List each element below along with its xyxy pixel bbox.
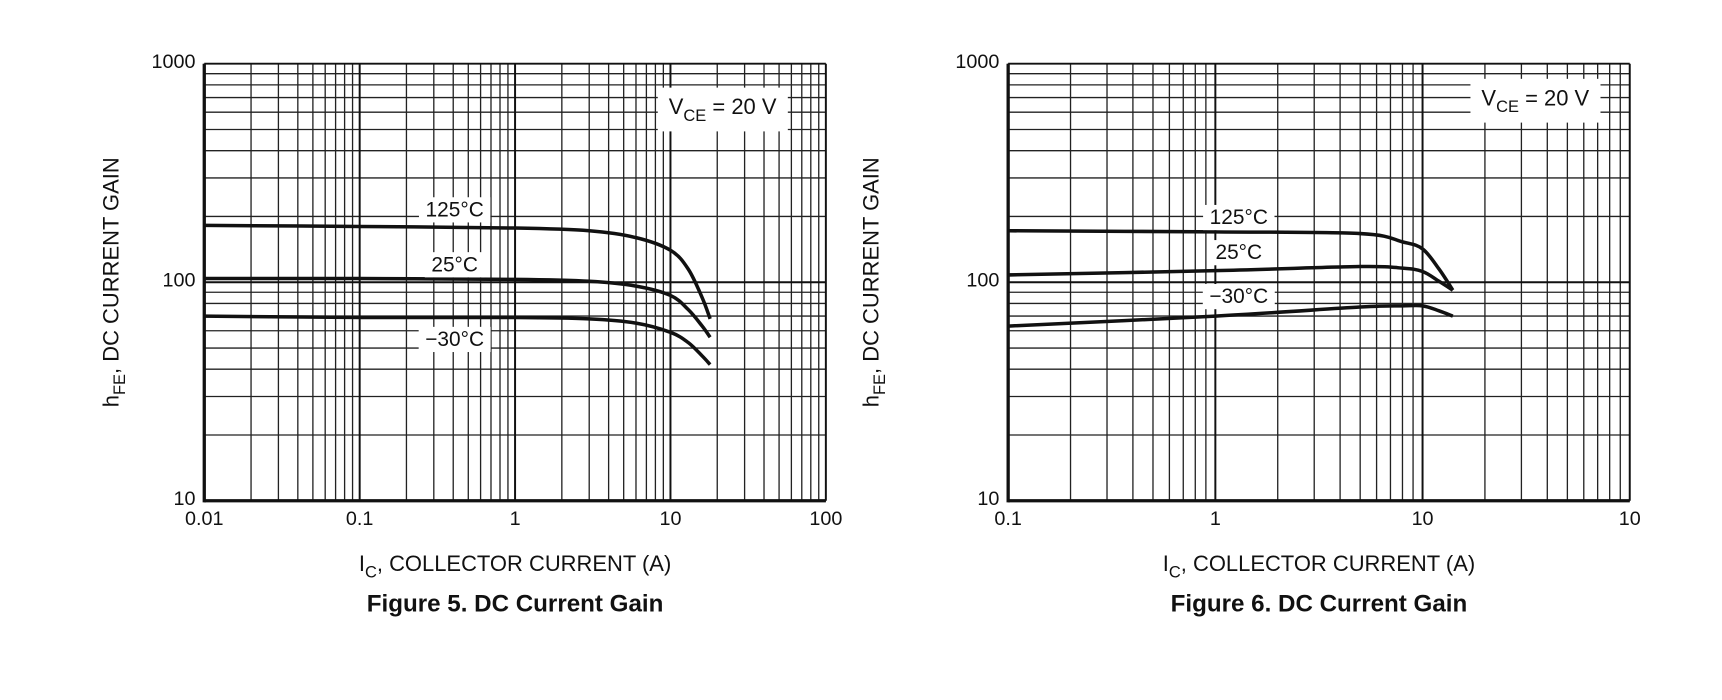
series-label-bg [1202, 284, 1275, 310]
x-axis-label-rest: , COLLECTOR CURRENT (A) [377, 551, 671, 576]
y-tick-label: 10 [977, 488, 999, 510]
annotation: VCE = 20 V [669, 94, 777, 125]
annotation-main: V [1481, 85, 1496, 110]
x-axis-label: IC, COLLECTOR CURRENT (A) [1163, 551, 1475, 582]
x-tick-label: 100 [809, 508, 842, 530]
series-label-bg [418, 197, 491, 223]
x-axis-label-sub: C [365, 564, 377, 582]
series-line [204, 276, 712, 339]
y-tick-label: 1000 [152, 51, 196, 73]
series-label: −30°C [1209, 285, 1268, 308]
series-label-bg [424, 252, 485, 278]
annotation-sub: CE [683, 107, 706, 125]
series-label: 125°C [426, 198, 484, 221]
y-axis-label-rest: , DC CURRENT GAIN [859, 157, 884, 374]
x-tick-label: 0.1 [994, 508, 1021, 530]
series-line [1008, 303, 1454, 328]
y-axis-label-sub: FE [871, 374, 889, 395]
series-line [1008, 229, 1455, 292]
annotation-sub: CE [1496, 98, 1519, 116]
annotation-bg [657, 87, 788, 132]
y-axis-label-main: h [859, 395, 884, 407]
x-tick-label: 10 [659, 508, 681, 530]
y-axis-label: hFE, DC CURRENT GAIN [859, 157, 890, 407]
series-label: 125°C [1210, 206, 1268, 229]
y-axis-label-main: h [99, 395, 124, 407]
y-axis-label-sub: FE [111, 374, 129, 395]
y-tick-label: 100 [163, 270, 196, 292]
series-line [204, 314, 712, 366]
x-tick-label: 1 [510, 508, 521, 530]
x-axis-label: IC, COLLECTOR CURRENT (A) [359, 551, 671, 582]
annotation-rest: = 20 V [706, 94, 777, 119]
series-label-bg [1208, 240, 1269, 266]
x-tick-label: 10 [1412, 508, 1434, 530]
x-axis-label-main: I [1163, 551, 1169, 576]
caption: Figure 5. DC Current Gain [367, 591, 664, 618]
series-label: 25°C [431, 253, 478, 276]
annotation: VCE = 20 V [1481, 85, 1589, 116]
x-axis-label-rest: , COLLECTOR CURRENT (A) [1181, 551, 1475, 576]
x-tick-label: 1 [1210, 508, 1221, 530]
x-axis-label-sub: C [1169, 564, 1181, 582]
x-axis-label-main: I [359, 551, 365, 576]
y-tick-label: 100 [966, 270, 999, 292]
annotation-main: V [669, 94, 684, 119]
y-axis-label: hFE, DC CURRENT GAIN [99, 157, 130, 407]
series-label: −30°C [425, 328, 484, 351]
x-tick-label: 0.01 [185, 508, 223, 530]
series-label-bg [418, 326, 491, 353]
y-axis-label-rest: , DC CURRENT GAIN [99, 157, 124, 374]
annotation-rest: = 20 V [1519, 85, 1590, 110]
x-tick-label: 0.1 [346, 508, 373, 530]
series-label: 25°C [1215, 241, 1262, 264]
y-tick-label: 10 [174, 488, 196, 510]
series-line [1008, 264, 1454, 292]
series-line [204, 223, 712, 320]
annotation-bg [1470, 78, 1601, 123]
x-tick-label: 10 [1619, 508, 1641, 530]
y-tick-label: 1000 [955, 51, 999, 73]
series-label-bg [1203, 204, 1275, 231]
caption: Figure 6. DC Current Gain [1171, 591, 1468, 618]
